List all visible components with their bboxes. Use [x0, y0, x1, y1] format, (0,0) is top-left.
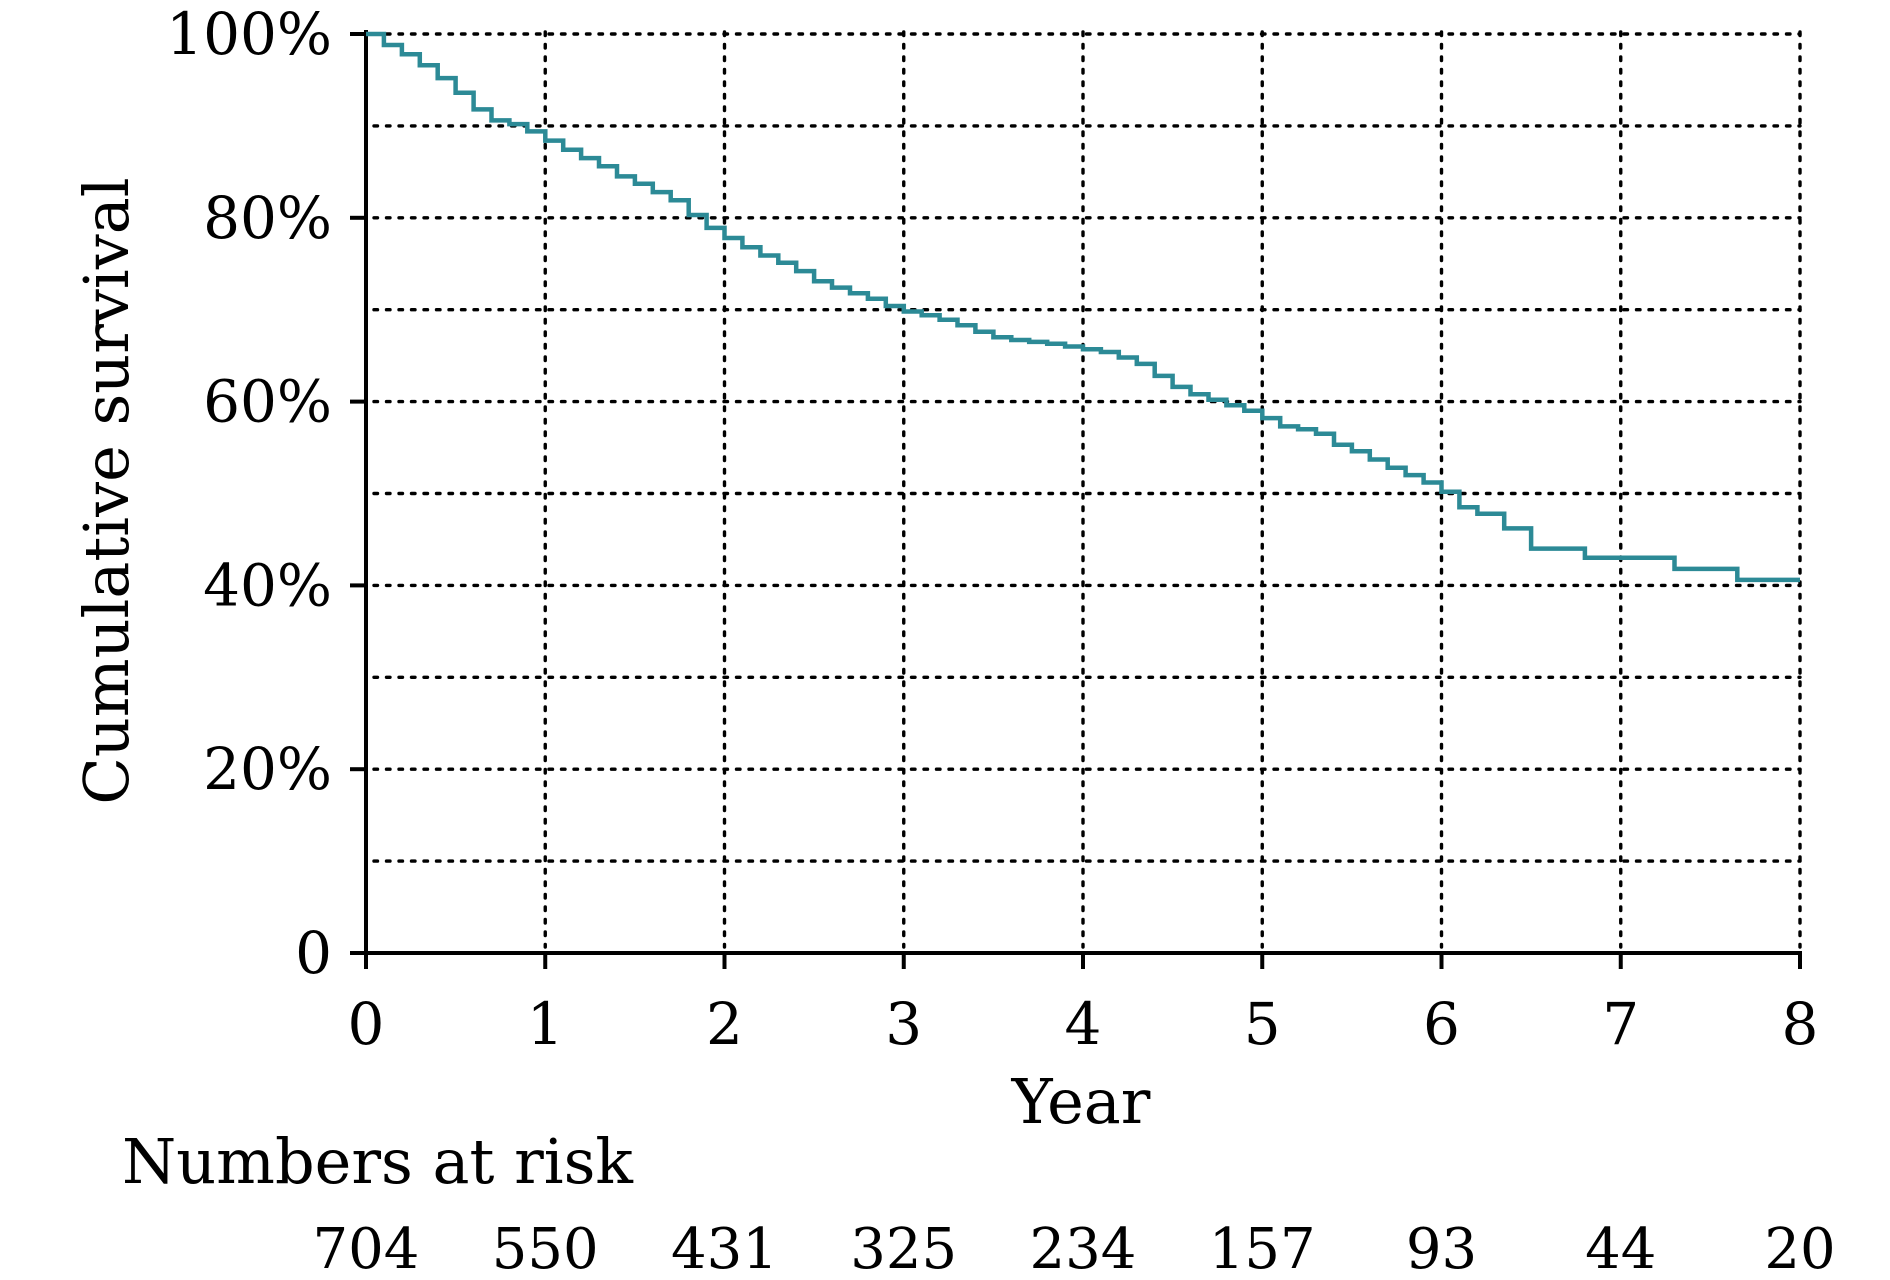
- x-tick-label: 7: [1602, 990, 1639, 1058]
- y-tick-label: 60%: [203, 368, 332, 436]
- y-tick-labels: 0 20% 40% 60% 80% 100%: [166, 0, 332, 987]
- x-axis-title: Year: [1011, 1065, 1151, 1138]
- risk-value: 704: [313, 1217, 420, 1280]
- risk-value: 431: [671, 1217, 778, 1280]
- y-tick-label: 80%: [203, 184, 332, 252]
- x-tick-label: 3: [885, 990, 922, 1058]
- x-tick-label: 6: [1423, 990, 1460, 1058]
- risk-value: 93: [1406, 1217, 1477, 1280]
- risk-table-values: 704 550 431 325 234 157 93 44 20: [313, 1217, 1836, 1280]
- axes: [350, 30, 1802, 969]
- x-tick-label: 8: [1782, 990, 1819, 1058]
- y-tick-label: 0: [295, 919, 332, 987]
- risk-value: 325: [850, 1217, 957, 1280]
- survival-curve: [366, 31, 1800, 583]
- y-tick-label: 40%: [203, 551, 332, 619]
- risk-value: 234: [1030, 1217, 1137, 1280]
- x-tick-labels: 0 1 2 3 4 5 6 7 8: [348, 990, 1819, 1058]
- x-tick-label: 0: [348, 990, 385, 1058]
- x-tick-label: 2: [706, 990, 743, 1058]
- risk-value: 550: [492, 1217, 599, 1280]
- x-tick-label: 4: [1065, 990, 1102, 1058]
- x-tick-label: 1: [527, 990, 564, 1058]
- x-tick-label: 5: [1244, 990, 1281, 1058]
- y-axis-title: Cumulative survival: [70, 177, 143, 804]
- y-tick-label: 20%: [203, 735, 332, 803]
- risk-table-title: Numbers at risk: [122, 1125, 633, 1198]
- y-tick-label: 100%: [166, 0, 332, 68]
- risk-value: 20: [1764, 1217, 1835, 1280]
- grid-lines: [372, 30, 1802, 949]
- risk-value: 44: [1585, 1217, 1656, 1280]
- risk-value: 157: [1209, 1217, 1316, 1280]
